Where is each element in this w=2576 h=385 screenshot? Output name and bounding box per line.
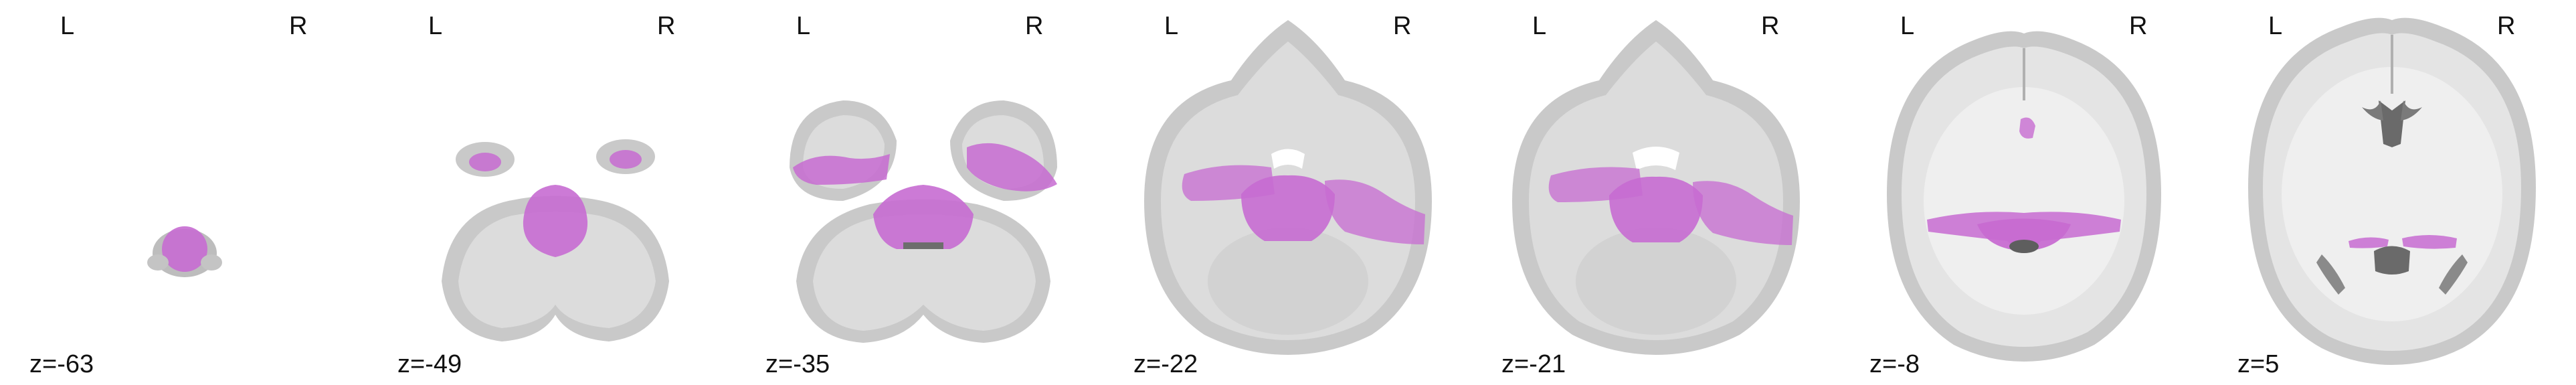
slice-panel-5: L R z=-21 (1472, 0, 1840, 385)
slice-coordinate-label: z=-63 (29, 350, 94, 378)
brain-slice-image-5 (1512, 20, 1800, 355)
brain-slice-image-6 (1887, 31, 2161, 362)
orientation-right-label: R (2497, 12, 2516, 40)
orientation-right-label: R (1393, 12, 1412, 40)
orientation-right-label: R (1025, 12, 1044, 40)
slice-panel-7: L R z=5 (2208, 0, 2576, 385)
slice-coordinate-label: z=5 (2237, 350, 2280, 378)
orientation-left-label: L (1532, 12, 1547, 40)
slice-coordinate-label: z=-49 (397, 350, 462, 378)
slice-panel-4: L R z=-22 (1104, 0, 1472, 385)
slice-panel-1: L R z=-63 (0, 0, 368, 385)
orientation-left-label: L (1900, 12, 1915, 40)
brain-slice-image-1 (147, 226, 222, 277)
slice-panel-3: L R z=-35 (736, 0, 1104, 385)
orientation-left-label: L (1164, 12, 1179, 40)
orientation-left-label: L (60, 12, 75, 40)
orientation-right-label: R (289, 12, 308, 40)
orientation-right-label: R (2129, 12, 2148, 40)
orientation-left-label: L (796, 12, 811, 40)
slice-panel-6: L R z=-8 (1840, 0, 2208, 385)
brain-slice-image-3 (790, 100, 1057, 343)
orientation-left-label: L (428, 12, 443, 40)
slice-panel-2: L R z=-49 (368, 0, 736, 385)
orientation-right-label: R (657, 12, 676, 40)
slice-coordinate-label: z=-8 (1869, 350, 1920, 378)
brain-slice-image-2 (442, 139, 669, 341)
slice-coordinate-label: z=-22 (1133, 350, 1198, 378)
orientation-right-label: R (1761, 12, 1780, 40)
brain-slice-image-7 (2248, 17, 2536, 365)
slice-coordinate-label: z=-35 (765, 350, 830, 378)
slice-coordinate-label: z=-21 (1501, 350, 1566, 378)
brain-slice-image-4 (1144, 20, 1432, 355)
orientation-left-label: L (2268, 12, 2283, 40)
